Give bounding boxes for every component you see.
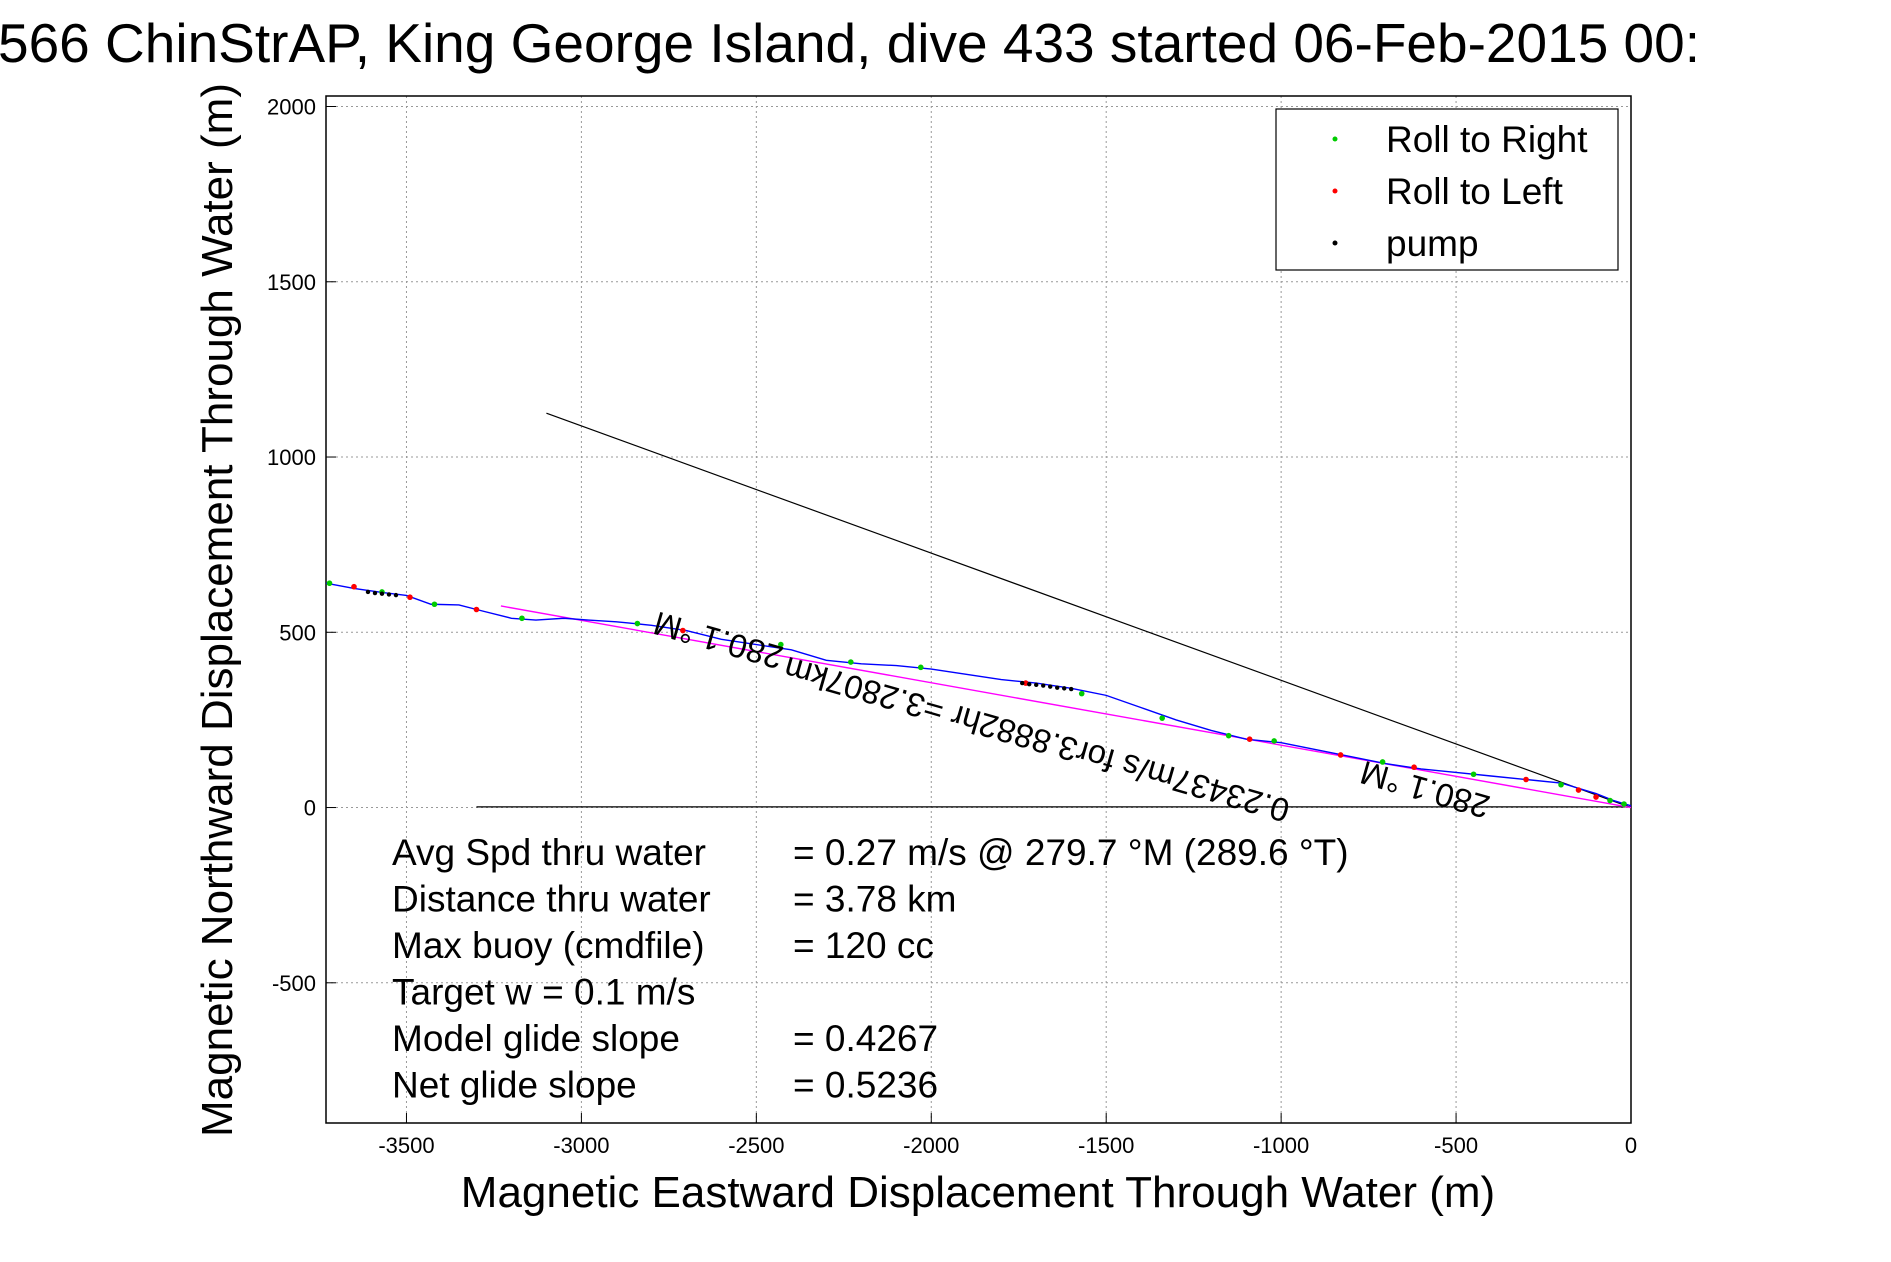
stat-value: = 0.5236 (793, 1065, 938, 1106)
roll-left-point (473, 606, 480, 613)
roll-left-point (1575, 787, 1582, 793)
stat-label: Net glide slope (392, 1065, 637, 1106)
pump-point (1034, 682, 1039, 688)
trajectory-annotation: 280.1 °M (1356, 754, 1494, 826)
pump-point (379, 591, 385, 596)
roll-right-point (1621, 801, 1627, 807)
roll-left-point (680, 627, 686, 634)
chart-title: 566 ChinStrAP, King George Island, dive … (0, 12, 1700, 74)
stat-value: = 0.4267 (793, 1018, 938, 1059)
roll-right-point (917, 664, 924, 671)
roll-right-point (778, 641, 784, 648)
legend-entry: pump (1386, 223, 1479, 264)
stats-block: Avg Spd thru water = 0.27 m/s @ 279.7 °M … (392, 832, 1349, 1106)
y-tick-label: 500 (279, 620, 316, 645)
x-axis-label: Magnetic Eastward Displacement Through W… (461, 1168, 1495, 1217)
x-tick-label: -3000 (553, 1133, 609, 1158)
roll-right-point (519, 615, 525, 622)
pump-point (386, 592, 392, 597)
pump-point (1069, 686, 1074, 692)
series-layer (325, 412, 1632, 809)
pump-point (1020, 680, 1025, 686)
pump-point (393, 592, 399, 598)
roll-right-point (326, 580, 333, 587)
stat-value: = 0.27 m/s @ 279.7 °M (289.6 °T) (793, 832, 1349, 873)
y-tick-label: 1000 (267, 445, 316, 470)
y-tick-label: 1500 (267, 270, 316, 295)
legend-entry: Roll to Right (1386, 119, 1588, 160)
roll-left-point (1246, 736, 1253, 742)
legend-marker (1332, 136, 1338, 142)
pump-point (1041, 683, 1046, 688)
roll-right-point (1379, 759, 1386, 765)
stat-label: Distance thru water (392, 879, 711, 920)
pump-point (1027, 681, 1032, 687)
annotations-layer: 280.1 °M0.23437m/s for3.8882hr =3.2807km… (649, 604, 1493, 829)
stat-label: Model glide slope (392, 1018, 680, 1059)
x-tick-label: -500 (1434, 1133, 1478, 1158)
stat-label: Max buoy (cmdfile) (392, 925, 705, 966)
y-tick-label: -500 (272, 971, 316, 996)
heading-line (546, 412, 1632, 809)
track-line (325, 582, 1632, 807)
y-tick-labels: -500 0 500 1000 1500 2000 (267, 95, 316, 996)
x-tick-labels: -3500 -3000 -2500 -2000 -1500 -1000 -500 0 (378, 1133, 1637, 1158)
y-axis-label: Magnetic Northward Displacement Through … (193, 83, 242, 1137)
roll-right-point (847, 659, 854, 665)
y-tick-label: 2000 (267, 95, 316, 120)
x-tick-label: 0 (1625, 1133, 1637, 1158)
roll-left-point (1523, 776, 1529, 783)
roll-right-point (1271, 738, 1277, 744)
fit-line (500, 605, 1632, 809)
roll-right-point (1558, 781, 1564, 788)
roll-left-point (351, 583, 357, 590)
points-layer (326, 580, 1627, 807)
stat-label: Avg Spd thru water (392, 832, 706, 873)
roll-right-point (1225, 732, 1232, 739)
roll-right-point (1159, 715, 1165, 721)
legend-entry: Roll to Left (1386, 171, 1564, 212)
roll-right-point (634, 620, 641, 627)
pump-point (1062, 686, 1067, 691)
roll-right-point (1607, 797, 1613, 804)
roll-right-point (1078, 690, 1085, 697)
roll-left-point (1593, 794, 1599, 800)
trajectory-annotation: 0.23437m/s for3.8882hr =3.2807km (780, 650, 1294, 830)
x-tick-label: -2500 (728, 1133, 784, 1158)
roll-right-point (1470, 771, 1477, 778)
pump-point (372, 590, 378, 596)
pump-point (1048, 684, 1053, 689)
x-tick-label: -1500 (1078, 1133, 1134, 1158)
y-tick-label: 0 (304, 796, 316, 821)
legend-marker (1332, 240, 1338, 246)
x-tick-label: -1000 (1253, 1133, 1309, 1158)
pump-point (365, 589, 371, 595)
trajectory-annotation: 280.1 °M (649, 604, 787, 676)
roll-left-point (1337, 752, 1344, 758)
pump-point (1055, 685, 1060, 690)
x-tick-label: -2000 (903, 1133, 959, 1158)
stat-label: Target w = 0.1 m/s (392, 972, 695, 1013)
stat-value: = 120 cc (793, 925, 934, 966)
roll-left-point (407, 594, 413, 601)
legend: Roll to Right Roll to Left pump (1275, 108, 1619, 271)
roll-right-point (431, 601, 438, 608)
roll-left-point (1411, 764, 1417, 771)
plot-frame (325, 95, 1632, 1124)
stat-value: = 3.78 km (793, 879, 957, 920)
legend-marker (1332, 188, 1338, 194)
x-tick-label: -3500 (378, 1133, 434, 1158)
